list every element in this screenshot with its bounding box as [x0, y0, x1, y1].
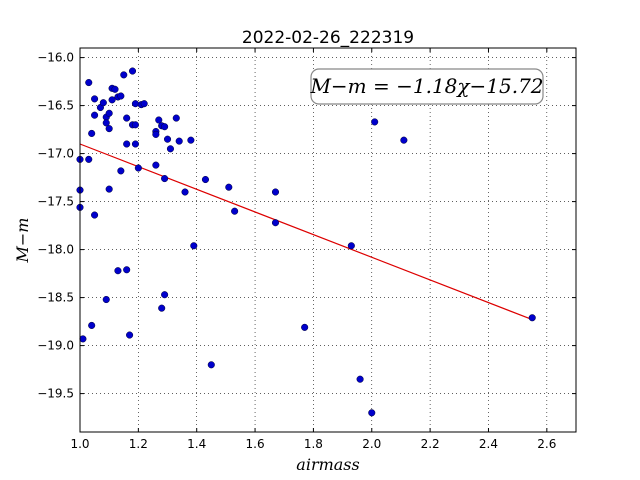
data-point [102, 119, 110, 127]
data-point [161, 123, 169, 131]
y-tick-label: −16.0 [37, 51, 74, 65]
x-tick-label: 1.0 [70, 437, 89, 451]
y-axis-label: M−m [13, 218, 32, 264]
data-point [400, 136, 408, 144]
data-point [155, 116, 163, 124]
x-tick-label: 1.6 [246, 437, 265, 451]
data-point [190, 242, 198, 250]
data-point [108, 96, 116, 104]
y-tick-label: −16.5 [37, 99, 74, 113]
data-point [356, 375, 364, 383]
data-point [85, 155, 93, 163]
fit-equation: M−m = −1.18χ−15.72 [309, 74, 543, 98]
data-point [347, 242, 355, 250]
data-point [271, 188, 280, 196]
data-point [117, 167, 125, 175]
data-point [131, 100, 139, 108]
data-point [175, 137, 183, 145]
chart-title: 2022-02-26_222319 [242, 28, 414, 48]
fit-line [79, 143, 533, 321]
data-point [166, 145, 174, 153]
data-point [114, 267, 122, 275]
x-tick-label: 2.4 [479, 437, 498, 451]
data-point [91, 95, 99, 103]
data-point [187, 136, 195, 144]
x-tick-label: 1.8 [304, 437, 323, 451]
data-point [140, 100, 148, 108]
data-point [105, 109, 113, 117]
data-point [161, 175, 169, 183]
data-point [79, 335, 87, 343]
y-tick-label: −17.5 [37, 195, 74, 209]
fit-line-layer [79, 143, 533, 321]
data-point [85, 79, 93, 87]
x-tick-label: 2.6 [537, 437, 556, 451]
data-point [123, 266, 131, 274]
data-point [271, 219, 280, 227]
data-point [123, 140, 131, 148]
data-point [117, 92, 125, 100]
x-axis-label: airmass [296, 455, 359, 474]
y-tick-label: −18.0 [37, 243, 74, 257]
data-point [131, 140, 139, 148]
x-tick-label: 2.0 [362, 437, 381, 451]
data-point [99, 99, 107, 107]
data-points [76, 67, 536, 417]
plot-frame [79, 47, 577, 433]
data-point [88, 129, 96, 137]
data-point [528, 314, 536, 322]
data-point [128, 67, 137, 75]
annotation-box: M−m = −1.18χ−15.72 [309, 68, 544, 105]
data-point [158, 304, 166, 312]
y-tick-label: −19.0 [37, 339, 74, 353]
x-tick-label: 1.2 [129, 437, 148, 451]
data-point [111, 85, 119, 93]
data-point [102, 295, 110, 304]
data-point [123, 114, 131, 122]
data-point [368, 409, 376, 417]
data-point [131, 121, 139, 129]
data-point [152, 130, 160, 138]
data-point [301, 323, 309, 331]
data-point [172, 114, 180, 122]
data-point [152, 161, 160, 169]
data-point [181, 188, 189, 196]
data-point [91, 111, 99, 119]
data-point [207, 361, 215, 369]
data-point [126, 331, 134, 339]
y-tick-label: −18.5 [37, 291, 74, 305]
data-point [371, 118, 379, 126]
data-point [225, 183, 233, 191]
data-point [91, 211, 99, 219]
data-point [161, 291, 169, 299]
grid-lines [79, 48, 576, 432]
data-point [134, 164, 142, 172]
data-point [201, 175, 210, 184]
data-point [105, 125, 113, 133]
data-point [88, 321, 96, 329]
x-tick-label: 1.4 [187, 437, 206, 451]
axis-ticks: 1.0 1.2 1.4 1.6 1.8 2.0 2.2 2.4 2.6 −16.0 −16.5 −17… [37, 48, 576, 451]
y-tick-label: −19.5 [37, 387, 74, 401]
y-tick-label: −17.0 [37, 147, 74, 161]
data-point [163, 135, 172, 143]
x-tick-label: 2.2 [421, 437, 440, 451]
data-point [231, 207, 239, 215]
data-point [120, 71, 128, 79]
data-point [105, 185, 113, 193]
